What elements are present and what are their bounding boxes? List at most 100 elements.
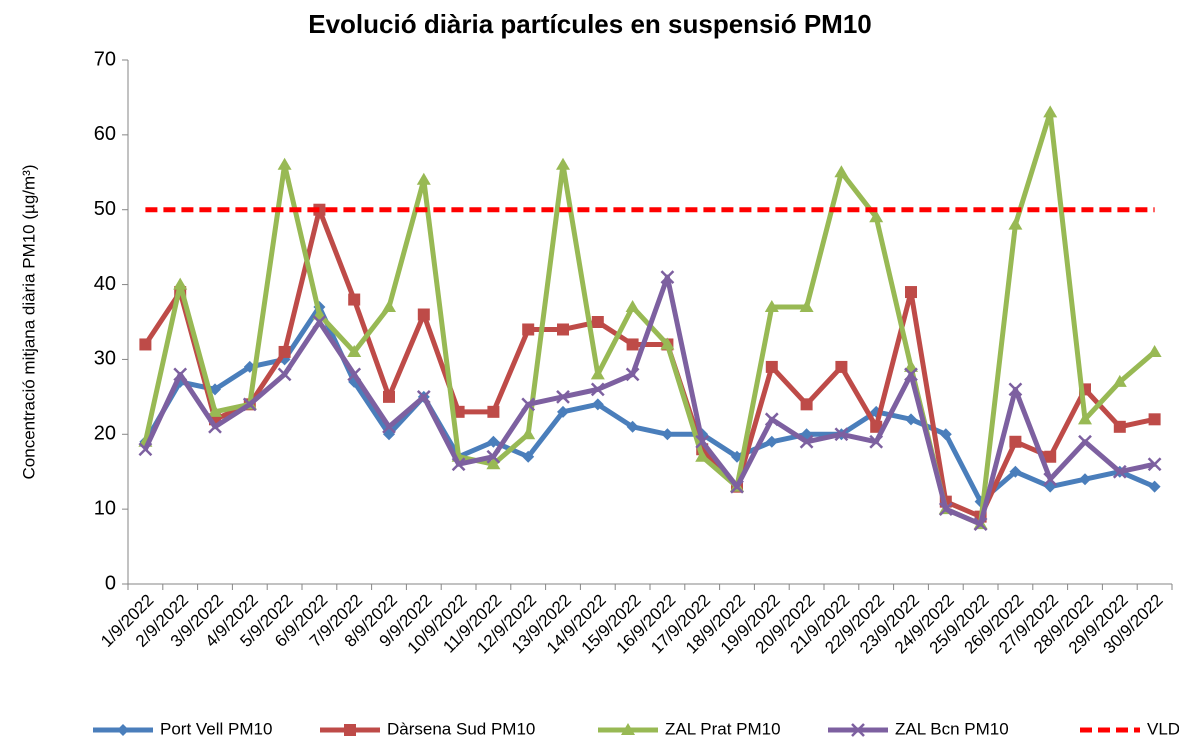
chart-title: Evolució diària partícules en suspensió …: [308, 9, 872, 39]
y-tick-label: 60: [94, 123, 116, 145]
legend-item: VLD: [1080, 719, 1179, 738]
marker: [1044, 450, 1057, 463]
marker: [173, 367, 188, 382]
marker: [117, 724, 129, 736]
marker: [764, 412, 779, 427]
marker: [1043, 472, 1058, 487]
marker: [521, 427, 536, 440]
marker: [138, 442, 153, 457]
legend-label: VLD: [1147, 719, 1179, 738]
marker: [834, 165, 849, 178]
legend-label: ZAL Prat PM10: [665, 719, 781, 738]
marker: [1078, 434, 1092, 449]
marker: [1113, 420, 1126, 433]
marker: [173, 277, 188, 290]
marker: [660, 270, 675, 284]
y-tick-label: 0: [105, 572, 116, 594]
marker: [1009, 435, 1022, 448]
marker: [800, 398, 813, 411]
marker: [626, 420, 639, 433]
marker: [730, 479, 744, 494]
marker: [1079, 473, 1091, 486]
marker: [660, 337, 675, 350]
marker: [625, 300, 640, 313]
legend-label: ZAL Bcn PM10: [895, 719, 1009, 738]
marker: [591, 398, 604, 411]
marker: [1008, 382, 1023, 397]
series-line: [143, 274, 1156, 527]
marker: [851, 723, 865, 737]
marker: [1009, 465, 1022, 478]
y-tick-label: 20: [94, 423, 116, 445]
marker: [1112, 374, 1127, 387]
marker: [621, 723, 635, 735]
marker: [347, 367, 362, 382]
marker: [522, 450, 535, 463]
marker: [486, 457, 501, 470]
marker: [416, 389, 431, 404]
marker: [904, 367, 918, 382]
marker: [382, 300, 396, 313]
marker: [904, 359, 918, 372]
legend-item: ZAL Bcn PM10: [828, 719, 1009, 738]
y-tick-label: 30: [94, 348, 116, 370]
marker: [905, 286, 917, 299]
marker: [905, 413, 917, 426]
marker: [835, 360, 848, 373]
marker: [208, 419, 222, 434]
marker: [1147, 457, 1162, 472]
marker: [557, 405, 569, 418]
series-line: [143, 207, 1156, 520]
marker: [1043, 105, 1058, 118]
marker: [556, 389, 570, 404]
marker: [522, 323, 535, 336]
marker: [591, 316, 604, 328]
marker: [416, 172, 431, 185]
marker: [451, 457, 466, 472]
marker: [834, 427, 849, 442]
marker: [626, 338, 639, 351]
marker: [1148, 413, 1161, 426]
marker: [695, 434, 710, 449]
marker: [312, 307, 327, 320]
marker: [278, 345, 291, 358]
marker: [764, 300, 779, 313]
marker: [870, 420, 883, 433]
marker: [765, 360, 778, 373]
marker: [487, 405, 500, 418]
marker: [347, 344, 362, 357]
marker: [590, 367, 605, 380]
marker: [382, 419, 396, 434]
marker: [869, 210, 884, 223]
y-tick-label: 10: [94, 497, 116, 519]
marker: [1112, 464, 1127, 479]
marker: [242, 397, 257, 412]
y-tick-label: 70: [94, 48, 116, 70]
marker: [939, 428, 952, 441]
marker: [1008, 217, 1023, 230]
marker: [556, 157, 570, 170]
marker: [695, 449, 710, 462]
marker: [799, 434, 814, 449]
marker: [277, 157, 292, 170]
marker: [590, 382, 605, 397]
marker: [973, 517, 988, 531]
marker: [417, 308, 430, 321]
marker: [938, 502, 953, 517]
marker: [521, 397, 536, 412]
marker: [348, 293, 361, 306]
marker: [1078, 412, 1092, 425]
marker: [277, 367, 292, 382]
marker: [661, 428, 674, 441]
marker: [799, 300, 814, 313]
legend-item: Dàrsena Sud PM10: [320, 719, 535, 738]
marker: [487, 435, 500, 448]
y-tick-label: 40: [94, 273, 116, 295]
legend-label: Port Vell PM10: [160, 719, 272, 738]
marker: [208, 404, 222, 417]
marker: [139, 338, 152, 351]
legend-item: Port Vell PM10: [93, 719, 272, 738]
y-tick-label: 50: [94, 198, 116, 220]
marker: [1148, 480, 1161, 493]
